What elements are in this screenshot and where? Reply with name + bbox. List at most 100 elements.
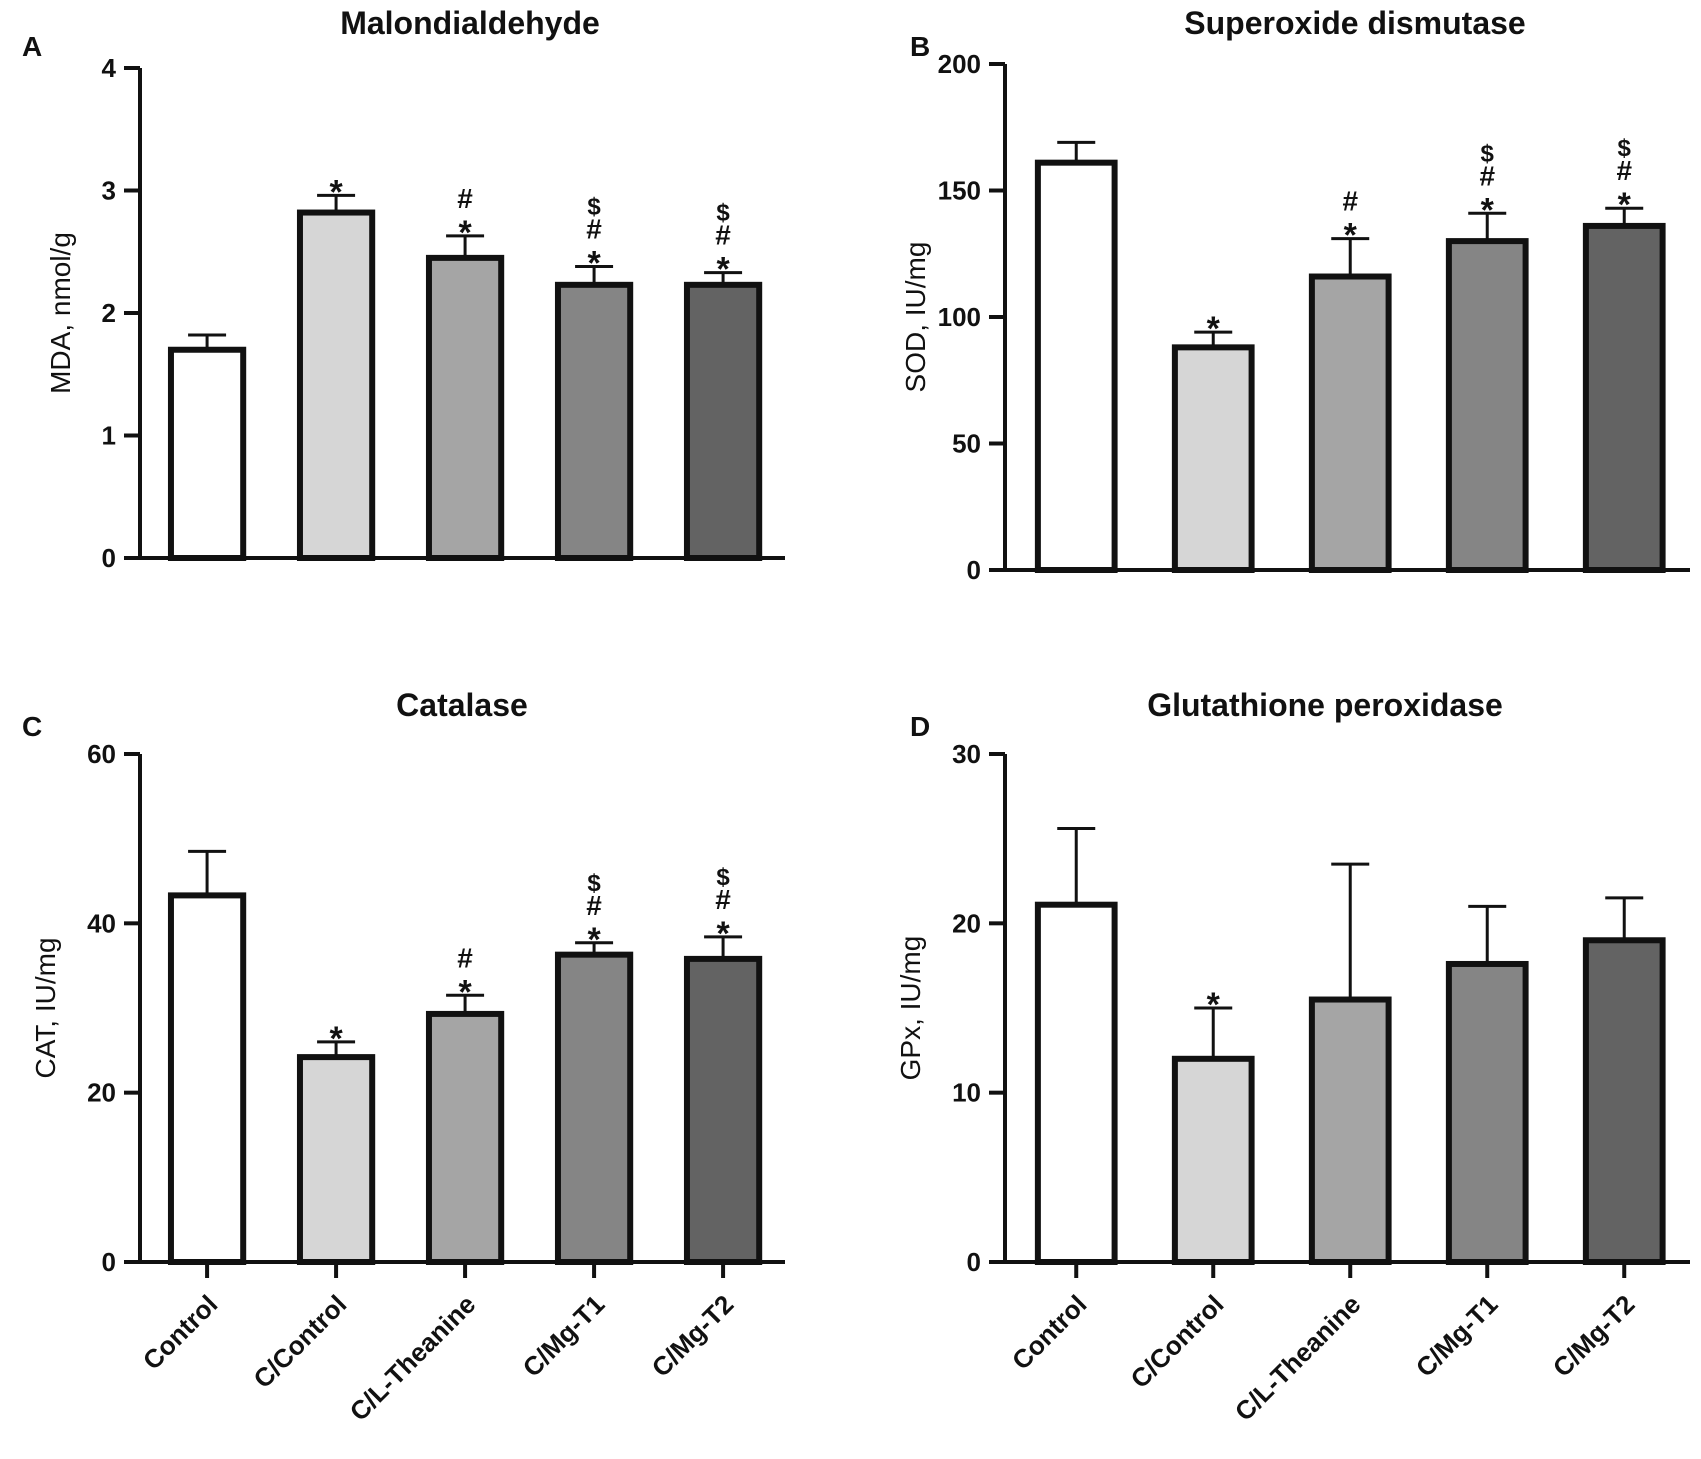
y-tick-label: 3 bbox=[102, 176, 116, 206]
bar-c-mg-t1 bbox=[554, 281, 634, 561]
bar-group-c-control: * bbox=[1171, 310, 1255, 573]
bar-c-l-theanine bbox=[425, 254, 505, 561]
significance-dollar: $ bbox=[716, 864, 730, 891]
x-tick-label: C/Control bbox=[1125, 1289, 1230, 1394]
y-tick-label: 30 bbox=[952, 739, 981, 769]
panel-letter: B bbox=[910, 31, 930, 62]
significance-hash: # bbox=[586, 213, 602, 244]
bar-group-c-l-theanine: *# bbox=[425, 183, 505, 561]
significance-hash: # bbox=[1616, 155, 1632, 186]
y-axis-label: GPx, IU/mg bbox=[895, 936, 926, 1081]
significance-asterisk: * bbox=[1481, 191, 1495, 229]
y-tick-label: 60 bbox=[87, 739, 116, 769]
significance-hash: # bbox=[586, 890, 602, 921]
bar-group-c-mg-t2: C/Mg-T2 *#$ bbox=[646, 864, 763, 1383]
bar-group-c-mg-t1: *#$ bbox=[1445, 140, 1529, 573]
bar-c-mg-t1 bbox=[554, 951, 634, 1265]
significance-hash: # bbox=[1479, 160, 1495, 191]
bar-group-control bbox=[1034, 140, 1118, 573]
x-tick-label: C/L-Theanine bbox=[344, 1289, 482, 1427]
bar-control bbox=[1034, 159, 1118, 573]
significance-hash: # bbox=[1342, 186, 1358, 217]
significance-asterisk: * bbox=[329, 173, 343, 211]
x-tick-label: C/L-Theanine bbox=[1229, 1289, 1367, 1427]
bar-c-mg-t2 bbox=[683, 281, 763, 561]
x-tick-label: C/Mg-T1 bbox=[1410, 1289, 1504, 1383]
x-tick-label: C/Mg-T2 bbox=[1547, 1289, 1641, 1383]
bar-c-l-theanine bbox=[1308, 996, 1392, 1265]
panel-letter: D bbox=[910, 711, 930, 742]
chart-title: Malondialdehyde bbox=[340, 5, 600, 41]
y-tick-label: 150 bbox=[938, 176, 981, 206]
bar-group-c-control: C/Control * bbox=[247, 1020, 376, 1394]
significance-dollar: $ bbox=[587, 193, 601, 220]
bar-group-c-control: C/Control * bbox=[1125, 986, 1255, 1394]
bar-group-control: Control bbox=[1006, 827, 1118, 1376]
bar-c-mg-t2 bbox=[1582, 222, 1666, 573]
significance-asterisk: * bbox=[1344, 217, 1358, 255]
y-tick-label: 0 bbox=[102, 543, 116, 573]
bar-c-mg-t2 bbox=[1582, 937, 1666, 1265]
y-axis-label: CAT, IU/mg bbox=[30, 937, 61, 1078]
panel-letter: C bbox=[22, 711, 42, 742]
significance-dollar: $ bbox=[587, 870, 601, 897]
significance-asterisk: * bbox=[1207, 986, 1221, 1024]
significance-hash: # bbox=[715, 884, 731, 915]
y-tick-label: 20 bbox=[952, 908, 981, 938]
bar-control bbox=[1034, 901, 1118, 1265]
y-tick-label: 200 bbox=[938, 49, 981, 79]
panel-c: C Catalase CAT, IU/mg 0 20 40 60 Control C/Contr… bbox=[22, 687, 785, 1427]
significance-dollar: $ bbox=[1618, 135, 1632, 162]
significance-asterisk: * bbox=[716, 915, 730, 953]
y-tick-label: 20 bbox=[87, 1078, 116, 1108]
bar-c-mg-t1 bbox=[1445, 238, 1529, 573]
significance-hash: # bbox=[715, 220, 731, 251]
bar-group-c-mg-t2: *#$ bbox=[683, 200, 763, 561]
y-tick-label: 50 bbox=[952, 429, 981, 459]
bar-group-c-mg-t2: *#$ bbox=[1582, 135, 1666, 573]
panel-d: D Glutathione peroxidase GPx, IU/mg 0 10 20 30… bbox=[895, 687, 1690, 1427]
chart-title: Glutathione peroxidase bbox=[1147, 687, 1503, 723]
y-tick-label: 0 bbox=[102, 1247, 116, 1277]
bar-group-c-control: * bbox=[296, 173, 376, 562]
significance-dollar: $ bbox=[1481, 140, 1495, 167]
bar-c-control bbox=[296, 1054, 376, 1266]
y-tick-label: 2 bbox=[102, 298, 116, 328]
x-tick-label: Control bbox=[137, 1289, 224, 1376]
significance-hash: # bbox=[457, 942, 473, 973]
bar-group-control: Control bbox=[137, 849, 247, 1376]
x-tick-label: C/Control bbox=[247, 1289, 352, 1394]
chart-title: Superoxide dismutase bbox=[1184, 5, 1525, 41]
x-tick-label: Control bbox=[1006, 1289, 1093, 1376]
bar-group-c-mg-t1: C/Mg-T1 *#$ bbox=[517, 870, 634, 1383]
y-tick-label: 100 bbox=[938, 302, 981, 332]
bar-c-control bbox=[1171, 1055, 1255, 1266]
y-axis-label: SOD, IU/mg bbox=[900, 242, 931, 393]
bar-c-l-theanine bbox=[425, 1010, 505, 1266]
bar-c-mg-t1 bbox=[1445, 960, 1529, 1265]
bar-group-control bbox=[167, 333, 247, 561]
bar-c-control bbox=[1171, 344, 1255, 573]
significance-dollar: $ bbox=[716, 200, 730, 227]
significance-asterisk: * bbox=[458, 214, 472, 252]
y-tick-label: 1 bbox=[102, 421, 116, 451]
panel-letter: A bbox=[22, 31, 42, 62]
significance-hash: # bbox=[457, 183, 473, 214]
significance-asterisk: * bbox=[587, 244, 601, 282]
significance-asterisk: * bbox=[458, 973, 472, 1011]
y-axis-label: MDA, nmol/g bbox=[45, 232, 76, 394]
y-tick-label: 0 bbox=[967, 555, 981, 585]
bar-c-l-theanine bbox=[1308, 273, 1392, 573]
significance-asterisk: * bbox=[1207, 310, 1221, 348]
bar-group-c-mg-t1: C/Mg-T1 bbox=[1410, 904, 1529, 1383]
y-tick-label: 10 bbox=[952, 1078, 981, 1108]
significance-asterisk: * bbox=[716, 251, 730, 289]
y-tick-label: 40 bbox=[87, 908, 116, 938]
significance-asterisk: * bbox=[587, 921, 601, 959]
x-tick-label: C/Mg-T2 bbox=[646, 1289, 740, 1383]
bar-group-c-mg-t1: *#$ bbox=[554, 193, 634, 561]
significance-asterisk: * bbox=[1618, 186, 1632, 224]
chart-title: Catalase bbox=[396, 687, 528, 723]
